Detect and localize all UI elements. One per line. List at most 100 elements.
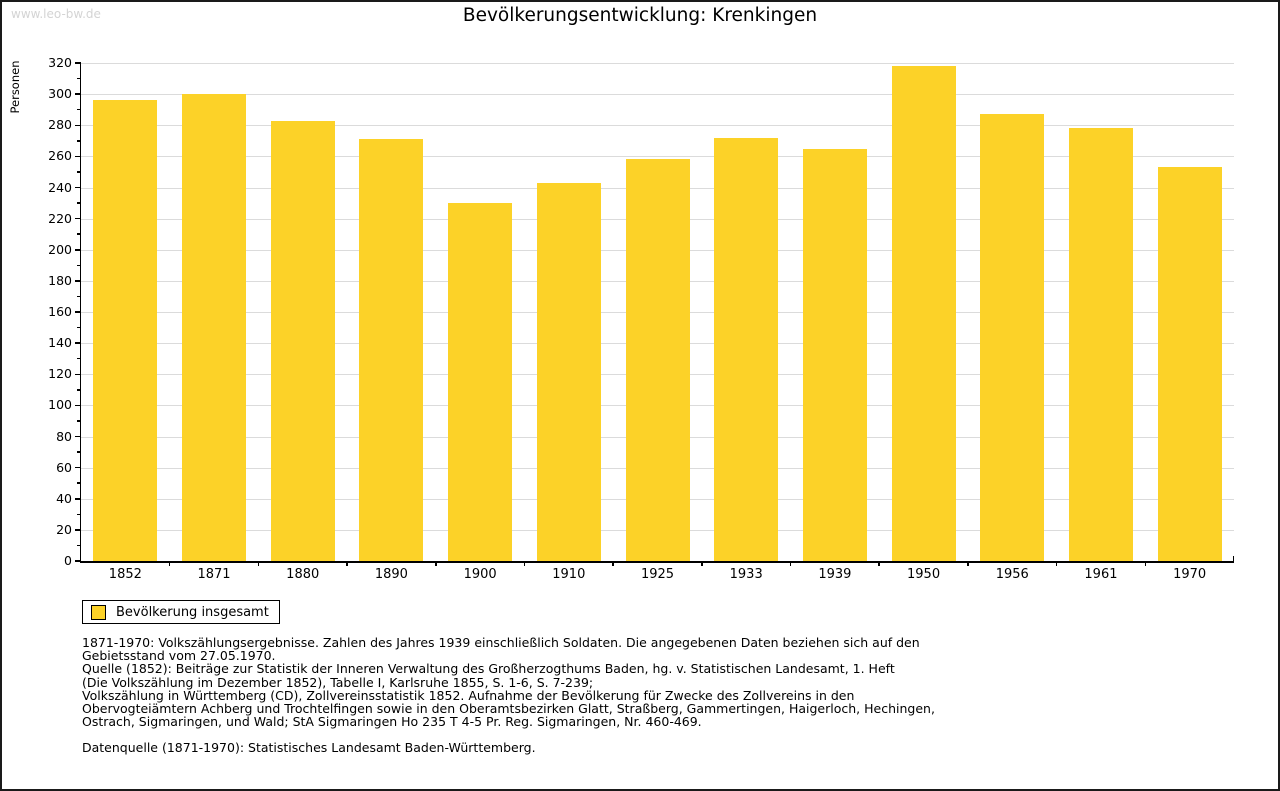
- y-axis-tick: [75, 498, 81, 500]
- gridline: [81, 63, 1234, 64]
- y-axis-minor-tick: [77, 108, 81, 111]
- x-axis-tick: [612, 561, 614, 566]
- y-axis-tick: [75, 342, 81, 344]
- bar: [891, 66, 956, 561]
- y-axis-minor-tick: [77, 451, 81, 453]
- x-axis-tick: [257, 561, 260, 566]
- y-axis-tick-label: 0: [64, 553, 72, 568]
- bar: [536, 182, 601, 561]
- x-axis-tick-label: 1900: [463, 567, 497, 582]
- x-axis-tick-label: 1871: [197, 567, 231, 582]
- y-axis-tick-label: 100: [48, 397, 72, 413]
- x-axis-tick: [789, 561, 792, 566]
- footer-source-line: Datenquelle (1871-1970): Statistisches L…: [82, 740, 536, 756]
- gridline: [81, 94, 1234, 96]
- x-axis-tick-label: 1880: [286, 567, 320, 582]
- y-axis-tick: [75, 186, 81, 189]
- page-title: Bevölkerungsentwicklung: Krenkingen: [462, 5, 818, 26]
- y-axis-tick: [75, 217, 81, 220]
- x-axis-tick: [346, 561, 348, 566]
- bar: [1157, 167, 1222, 561]
- y-axis-tick-label: 60: [56, 459, 72, 475]
- footer-note-line: Quelle (1852): Beiträge zur Statistik de…: [82, 661, 895, 677]
- x-axis-tick-label: 1939: [818, 567, 852, 582]
- footer-note-line: Obervogteiämtern Achberg und Trochtelfin…: [82, 701, 935, 717]
- x-axis-tick-label: 1961: [1084, 567, 1118, 582]
- x-axis-tick-label: 1925: [640, 567, 675, 582]
- y-axis-line: [79, 62, 81, 561]
- bar: [359, 139, 424, 561]
- y-axis-tick-label: 120: [48, 366, 72, 382]
- y-axis-tick: [75, 311, 81, 313]
- y-axis-tick: [75, 124, 81, 126]
- y-axis-minor-tick: [77, 544, 81, 547]
- y-axis-minor-tick: [77, 513, 81, 516]
- y-axis-minor-tick: [77, 77, 81, 80]
- x-axis-tick: [1144, 561, 1147, 566]
- legend: Bevölkerung insgesamt: [82, 600, 280, 624]
- footer-note-line: Gebietsstand vom 27.05.1970.: [82, 648, 276, 664]
- bar: [802, 148, 867, 561]
- x-axis-tick: [168, 561, 171, 566]
- x-axis-tick-label: 1890: [374, 567, 408, 582]
- y-axis-tick-label: 20: [56, 521, 72, 537]
- x-axis-tick-label: 1956: [995, 567, 1029, 582]
- y-axis-tick-label: 240: [48, 179, 72, 195]
- x-axis-end-cap: [1232, 556, 1234, 561]
- x-axis-tick: [523, 561, 526, 566]
- y-axis-minor-tick: [77, 295, 81, 298]
- x-axis-tick-label: 1950: [907, 567, 941, 582]
- bar: [625, 159, 690, 561]
- legend-swatch-icon: [91, 604, 106, 620]
- y-axis-minor-tick: [77, 264, 81, 267]
- y-axis-tick-label: 260: [48, 148, 72, 164]
- x-axis-tick: [435, 561, 437, 566]
- y-axis-tick: [75, 435, 81, 438]
- watermark: www.leo-bw.de: [11, 7, 101, 21]
- y-axis-minor-tick: [77, 233, 81, 235]
- y-axis-minor-tick: [77, 482, 81, 484]
- footer-note-line: 1871-1970: Volkszählungsergebnisse. Zahl…: [82, 635, 920, 650]
- y-axis-tick-label: 220: [48, 210, 72, 226]
- footer-note-line: Ostrach, Sigmaringen, und Wald; StA Sigm…: [82, 714, 702, 730]
- y-axis-minor-tick: [77, 389, 81, 391]
- x-axis-tick-label: 1910: [552, 567, 586, 582]
- y-axis-minor-tick: [77, 357, 81, 360]
- y-axis-tick: [75, 280, 81, 282]
- x-axis-tick-label: 1852: [108, 567, 142, 582]
- y-axis-tick: [75, 560, 81, 562]
- y-axis-tick: [75, 155, 81, 158]
- x-axis-tick: [878, 561, 880, 566]
- y-axis-tick: [75, 373, 81, 375]
- bar: [270, 120, 335, 561]
- y-axis-tick-label: 280: [48, 117, 72, 133]
- x-axis-tick-label: 1970: [1173, 567, 1207, 582]
- bar: [448, 203, 513, 561]
- y-axis-minor-tick: [77, 326, 81, 329]
- x-axis-tick: [967, 561, 969, 566]
- y-axis-minor-tick: [77, 140, 81, 142]
- footer-notes: 1871-1970: Volkszählungsergebnisse. Zahl…: [82, 636, 1212, 755]
- bar: [93, 100, 158, 561]
- y-axis-minor-tick: [77, 420, 81, 422]
- bar: [182, 94, 247, 561]
- y-axis-tick-label: 40: [56, 490, 72, 506]
- x-axis-tick: [701, 561, 703, 566]
- y-axis-tick-label: 320: [48, 55, 72, 70]
- y-axis-tick-label: 160: [48, 304, 72, 319]
- y-axis-tick: [75, 466, 81, 469]
- y-axis-tick-label: 180: [48, 272, 72, 288]
- y-axis-minor-tick: [77, 171, 81, 173]
- y-axis-tick: [75, 62, 81, 64]
- y-axis-tick: [75, 404, 81, 407]
- bar: [980, 114, 1045, 561]
- bar: [714, 137, 779, 561]
- footer-note-line: Volkszählung in Württemberg (CD), Zollve…: [82, 687, 855, 703]
- y-axis-tick: [75, 529, 81, 531]
- y-axis-tick-label: 140: [48, 335, 72, 351]
- y-axis-label: Personen: [8, 60, 22, 114]
- x-axis-line: [79, 561, 1234, 563]
- y-axis-tick-label: 200: [48, 241, 72, 257]
- gridline: [81, 125, 1234, 127]
